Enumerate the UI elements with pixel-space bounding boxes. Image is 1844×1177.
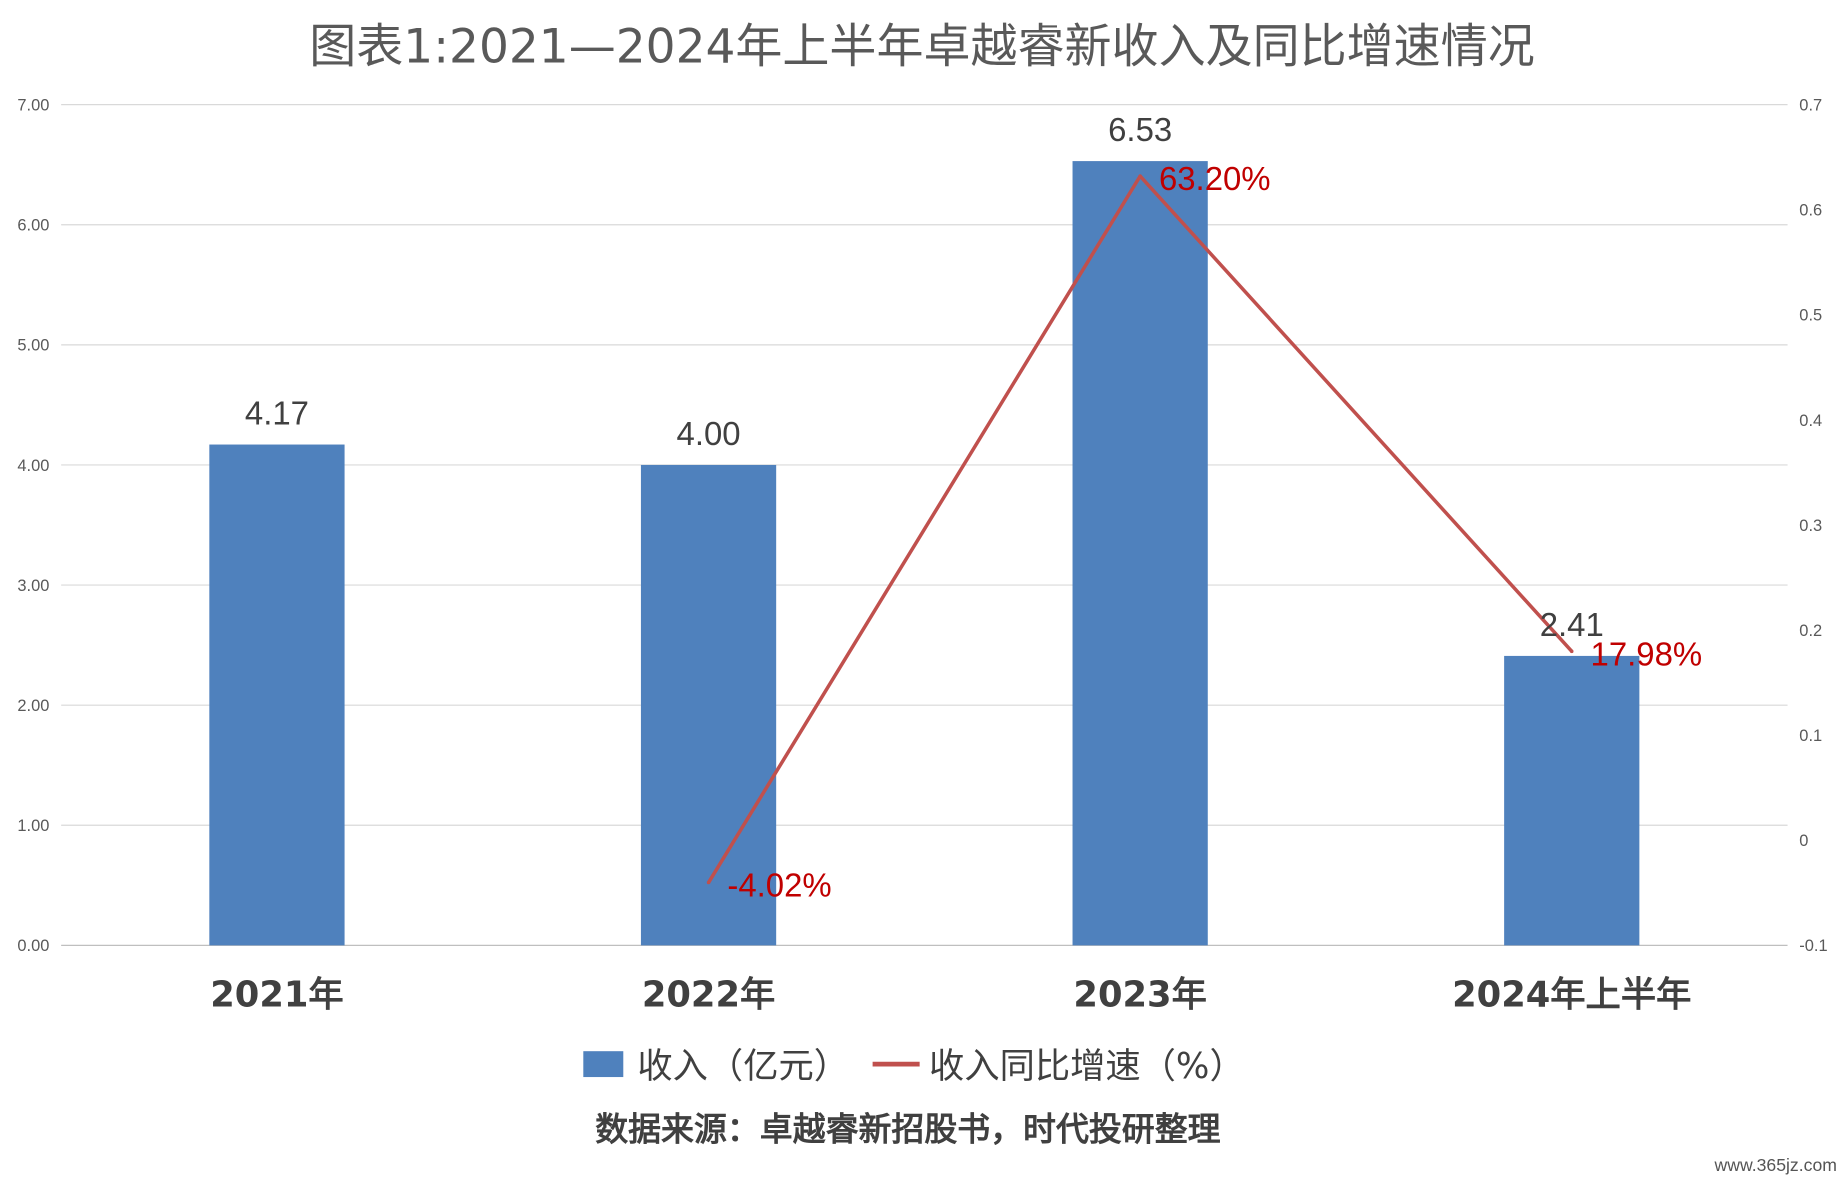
left-axis-tick-label: 1.00	[17, 817, 49, 835]
legend-swatch-revenue	[583, 1051, 624, 1078]
growth-point	[1569, 649, 1574, 654]
x-axis-category-label: 2024年上半年	[1452, 975, 1691, 1016]
x-axis-category-label: 2021年	[210, 975, 343, 1016]
chart-title: 图表1:2021—2024年上半年卓越睿新收入及同比增速情况	[309, 19, 1534, 74]
right-axis-tick-label: -0.1	[1799, 937, 1827, 955]
left-axis-tick-label: 0.00	[17, 937, 49, 955]
revenue-bar-label: 2.41	[1540, 606, 1604, 643]
x-axis-category-label: 2023年	[1073, 975, 1206, 1016]
revenue-bar	[1504, 655, 1640, 946]
revenue-bar-label: 4.17	[245, 395, 309, 432]
revenue-bar	[209, 444, 345, 946]
data-source-note: 数据来源：卓越睿新招股书，时代投研整理	[595, 1110, 1220, 1149]
left-axis-tick-label: 2.00	[17, 697, 49, 715]
revenue-bars	[209, 161, 1640, 946]
right-axis: -0.1 0 0.1 0.2 0.3 0.4 0.5 0.6 0.7	[1799, 97, 1827, 956]
growth-point	[706, 880, 711, 885]
gridlines	[61, 104, 1788, 946]
left-axis-tick-label: 6.00	[17, 217, 49, 235]
line-data-labels: -4.02% 63.20% 17.98%	[727, 160, 1702, 903]
growth-point	[1138, 174, 1142, 178]
legend-label-growth: 收入同比增速（%）	[929, 1046, 1245, 1087]
legend-item-revenue: 收入（亿元）	[583, 1046, 849, 1087]
bar-data-labels: 4.17 4.00 6.53 2.41	[245, 111, 1604, 643]
growth-point-label: 17.98%	[1591, 635, 1703, 672]
revenue-bar	[1072, 161, 1208, 946]
left-axis-tick-label: 4.00	[17, 457, 49, 475]
right-axis-tick-label: 0.1	[1799, 727, 1822, 745]
left-axis-tick-label: 7.00	[17, 97, 49, 115]
growth-point-label: 63.20%	[1159, 160, 1271, 197]
right-axis-tick-label: 0.4	[1799, 412, 1822, 430]
growth-point-label: -4.02%	[727, 867, 831, 904]
x-axis-category-label: 2022年	[642, 975, 775, 1016]
left-axis: 0.00 1.00 2.00 3.00 4.00 5.00 6.00 7.00	[17, 97, 49, 956]
right-axis-tick-label: 0.3	[1799, 517, 1822, 535]
left-axis-tick-label: 3.00	[17, 577, 49, 595]
right-axis-tick-label: 0	[1799, 832, 1808, 850]
right-axis-tick-label: 0.5	[1799, 307, 1822, 325]
right-axis-tick-label: 0.2	[1799, 622, 1822, 640]
x-axis: 2021年 2022年 2023年 2024年上半年	[210, 975, 1691, 1016]
growth-line-series	[706, 174, 1574, 885]
right-axis-tick-label: 0.7	[1799, 97, 1822, 115]
revenue-bar	[640, 464, 777, 946]
left-axis-tick-label: 5.00	[17, 337, 49, 355]
right-axis-tick-label: 0.6	[1799, 202, 1822, 220]
revenue-bar-label: 6.53	[1108, 111, 1172, 148]
watermark: www.365jz.com	[1713, 1155, 1836, 1175]
legend-label-revenue: 收入（亿元）	[637, 1046, 849, 1087]
legend-item-growth: 收入同比增速（%）	[872, 1046, 1245, 1087]
legend: 收入（亿元） 收入同比增速（%）	[583, 1046, 1245, 1087]
revenue-bar-label: 4.00	[677, 415, 741, 452]
